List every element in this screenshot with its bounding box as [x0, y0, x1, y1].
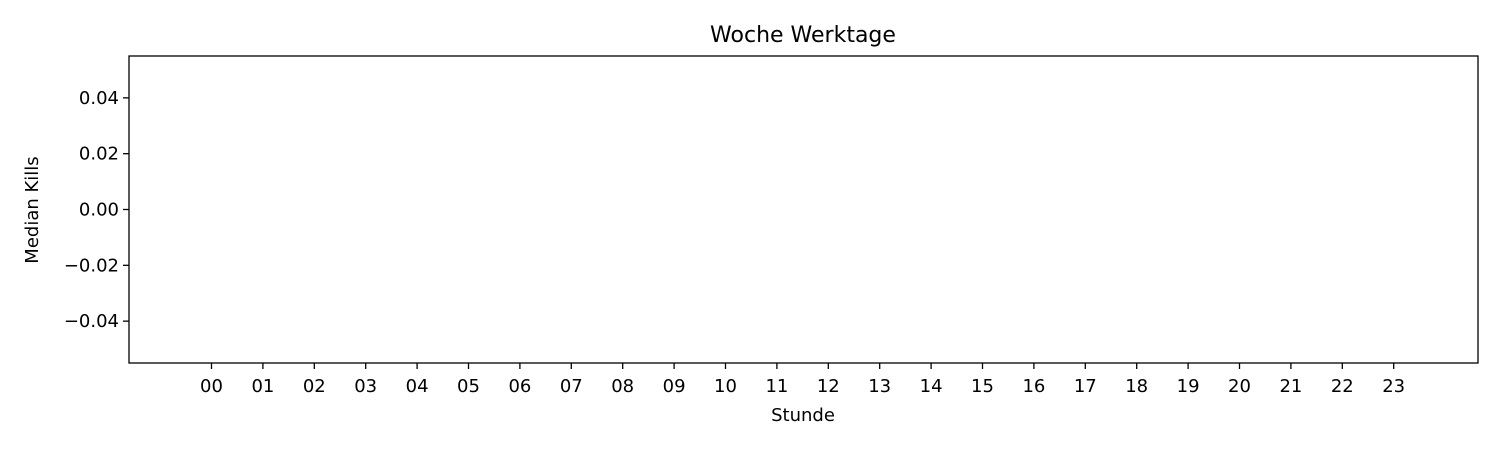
x-axis-label: Stunde: [771, 405, 835, 426]
x-tick-label: 05: [457, 376, 480, 397]
x-tick-label: 03: [354, 376, 377, 397]
plot-frame: [128, 55, 1479, 364]
x-tick-label: 08: [611, 376, 634, 397]
y-tick-label: −0.02: [64, 255, 119, 276]
x-tick-label: 06: [508, 376, 531, 397]
x-tick-label: 19: [1177, 376, 1200, 397]
x-tick-label: 15: [971, 376, 994, 397]
x-tick-label: 20: [1228, 376, 1251, 397]
x-tick-label: 23: [1382, 376, 1405, 397]
x-tick-label: 17: [1074, 376, 1097, 397]
x-tick-label: 04: [406, 376, 429, 397]
y-axis-label: Median Kills: [22, 156, 43, 263]
y-axis: 0.04 0.02 0.00 −0.02 −0.04: [64, 88, 129, 332]
x-tick-label: 02: [303, 376, 326, 397]
chart-title: Woche Werktage: [710, 23, 896, 48]
x-tick-label: 14: [920, 376, 943, 397]
x-tick-label: 09: [663, 376, 686, 397]
x-tick-label: 11: [765, 376, 788, 397]
x-tick-label: 12: [817, 376, 840, 397]
y-tick-label: 0.00: [79, 200, 119, 221]
x-tick-label: 22: [1331, 376, 1354, 397]
y-tick-label: −0.04: [64, 311, 119, 332]
x-tick-label: 18: [1125, 376, 1148, 397]
x-tick-label: 16: [1022, 376, 1045, 397]
y-tick-label: 0.02: [79, 144, 119, 165]
x-axis: 00 01 02 03 04 05 06 07 08 09 10 11 12 13 14 15 16 17 18 19…: [200, 363, 1405, 397]
x-tick-label: 21: [1279, 376, 1302, 397]
x-tick-label: 01: [251, 376, 274, 397]
x-tick-label: 07: [560, 376, 583, 397]
x-tick-label: 13: [868, 376, 891, 397]
x-tick-label: 00: [200, 376, 223, 397]
x-tick-label: 10: [714, 376, 737, 397]
y-tick-label: 0.04: [79, 88, 119, 109]
